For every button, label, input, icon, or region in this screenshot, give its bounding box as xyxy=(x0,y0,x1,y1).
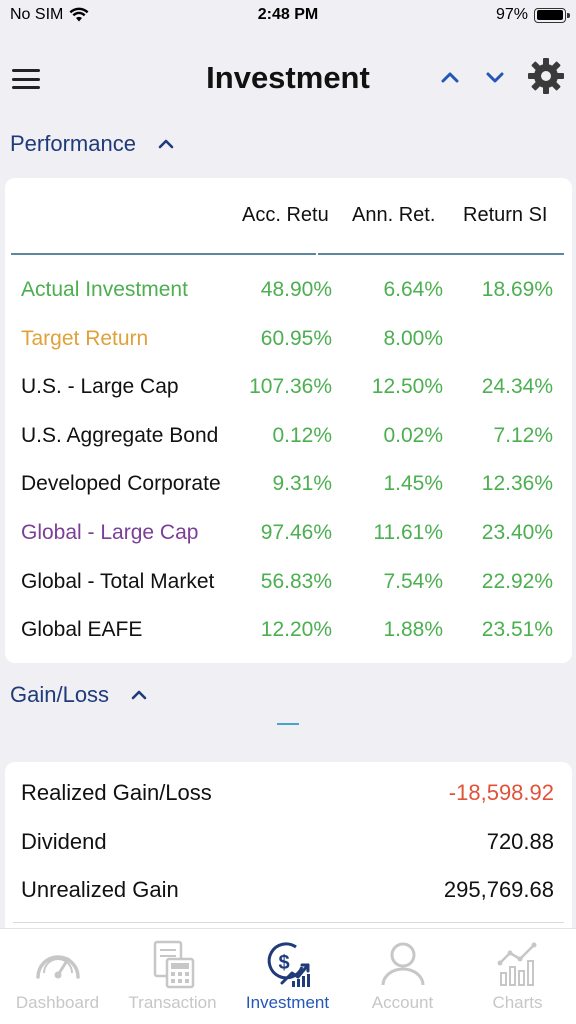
investment-icon: $ xyxy=(267,942,310,987)
calculator-icon xyxy=(153,940,194,989)
ann-return-value: 7.54% xyxy=(383,569,443,593)
acc-return-value: 9.31% xyxy=(272,472,332,496)
tab-label: Dashboard xyxy=(15,993,100,1012)
list-item[interactable]: Realized Gain/Loss -18,598.92 xyxy=(5,780,572,810)
table-row[interactable]: Actual Investment 48.90% 6.64% 18.69% xyxy=(5,278,572,308)
list-item[interactable]: Dividend 720.88 xyxy=(5,829,572,859)
battery-group: 97% xyxy=(495,6,570,24)
acc-return-value: 0.12% xyxy=(272,423,332,447)
ann-return-value: 11.61% xyxy=(373,521,443,544)
carrier-label: No SIM xyxy=(10,6,64,23)
ann-return-value: 8.00% xyxy=(383,326,443,350)
performance-label: Performance xyxy=(10,131,136,156)
chevron-up-icon[interactable] xyxy=(129,685,149,705)
acc-return-value: 60.95% xyxy=(260,326,332,350)
row-name: Developed Corporate xyxy=(21,472,221,496)
chevron-down-icon[interactable] xyxy=(482,64,508,90)
tab-transaction[interactable]: Transaction xyxy=(115,939,230,1019)
row-name: Global - Total Market xyxy=(21,569,215,593)
performance-card: Acc. Retu Ann. Ret. Return SI Actual Inv… xyxy=(5,178,572,663)
wifi-icon xyxy=(69,7,89,22)
column-header-ann-return[interactable]: Ann. Ret. xyxy=(352,204,436,226)
tab-account[interactable]: Account xyxy=(345,939,460,1019)
ann-return-value: 6.64% xyxy=(383,278,443,301)
tab-label: Charts xyxy=(492,993,543,1012)
ann-return-value: 12.50% xyxy=(371,375,443,399)
tab-investment[interactable]: $ Investment xyxy=(230,939,345,1019)
table-row[interactable]: Global - Total Market 56.83% 7.54% 22.92% xyxy=(5,570,572,600)
return-si-value: 23.51% xyxy=(481,618,553,642)
list-item[interactable]: Unrealized Gain 295,769.68 xyxy=(5,877,572,907)
svg-text:$: $ xyxy=(278,952,289,974)
tab-charts[interactable]: Charts xyxy=(460,939,575,1019)
return-si-value: 24.34% xyxy=(481,375,553,399)
header-divider xyxy=(11,253,564,255)
row-name: Target Return xyxy=(21,326,149,350)
ann-return-value: 0.02% xyxy=(383,423,443,447)
acc-return-value: 12.20% xyxy=(260,618,332,642)
gain-loss-value: 295,769.68 xyxy=(443,877,554,902)
menu-icon[interactable] xyxy=(12,67,40,91)
acc-return-value: 56.83% xyxy=(260,569,332,593)
tab-bar: Dashboard Transaction $ Investment Accou… xyxy=(0,928,576,1024)
table-row[interactable]: Target Return 60.95% 8.00% xyxy=(5,327,572,357)
acc-return-value: 48.90% xyxy=(260,278,332,301)
chart-icon xyxy=(497,942,536,986)
table-row[interactable]: Global EAFE 12.20% 1.88% 23.51% xyxy=(5,618,572,648)
battery-percent: 97% xyxy=(495,6,528,23)
table-row[interactable]: U.S. - Large Cap 107.36% 12.50% 24.34% xyxy=(5,375,572,405)
return-si-value: 7.12% xyxy=(493,423,553,447)
return-si-value: 12.36% xyxy=(481,472,553,496)
status-bar: No SIM 2:48 PM 97% xyxy=(0,0,576,34)
acc-return-value: 107.36% xyxy=(249,375,332,399)
status-time: 2:48 PM xyxy=(257,6,319,23)
page-title: Investment xyxy=(206,60,370,95)
performance-section-header[interactable]: Performance xyxy=(10,131,176,157)
chevron-up-icon[interactable] xyxy=(156,134,176,154)
performance-table-header: Acc. Retu Ann. Ret. Return SI xyxy=(5,204,572,234)
tab-label: Transaction xyxy=(128,993,217,1012)
acc-return-value: 97.46% xyxy=(260,521,332,544)
tab-dashboard[interactable]: Dashboard xyxy=(0,939,115,1019)
person-icon xyxy=(381,942,424,986)
gain-loss-value: 720.88 xyxy=(486,828,554,854)
return-si-value: 18.69% xyxy=(481,278,553,301)
gain-loss-label: Unrealized Gain xyxy=(21,877,179,902)
page-indicator xyxy=(277,723,299,725)
gain-loss-card: Realized Gain/Loss -18,598.92 Dividend 720.… xyxy=(5,762,572,932)
table-row[interactable]: Global - Large Cap 97.46% 11.61% 23.40% xyxy=(5,521,572,551)
table-row[interactable]: Developed Corporate 9.31% 1.45% 12.36% xyxy=(5,472,572,502)
row-name: Global EAFE xyxy=(21,618,143,642)
chevron-up-icon[interactable] xyxy=(437,64,463,90)
tab-label: Account xyxy=(371,993,434,1012)
battery-icon xyxy=(534,7,570,23)
speedometer-icon xyxy=(35,955,80,979)
return-si-value: 22.92% xyxy=(481,569,553,593)
ann-return-value: 1.45% xyxy=(383,472,443,496)
gear-icon[interactable] xyxy=(526,56,566,96)
gain-loss-section-header[interactable]: Gain/Loss xyxy=(10,682,149,708)
tab-label: Investment xyxy=(245,993,330,1012)
row-name: Actual Investment xyxy=(21,278,188,301)
nav-header: Investment xyxy=(0,50,576,110)
ann-return-value: 1.88% xyxy=(383,618,443,642)
divider xyxy=(13,922,564,923)
gain-loss-label: Gain/Loss xyxy=(10,682,110,707)
column-header-return-si[interactable]: Return SI xyxy=(463,204,548,226)
row-name: U.S. - Large Cap xyxy=(21,375,179,399)
gain-loss-label: Dividend xyxy=(21,828,107,854)
gain-loss-value: -18,598.92 xyxy=(448,780,554,805)
row-name: U.S. Aggregate Bond xyxy=(21,423,219,447)
row-name: Global - Large Cap xyxy=(21,521,199,544)
carrier-group: No SIM xyxy=(10,6,89,24)
gain-loss-label: Realized Gain/Loss xyxy=(21,780,212,805)
table-row[interactable]: U.S. Aggregate Bond 0.12% 0.02% 7.12% xyxy=(5,424,572,454)
column-header-acc-return[interactable]: Acc. Retu xyxy=(242,204,329,226)
return-si-value: 23.40% xyxy=(481,521,553,544)
